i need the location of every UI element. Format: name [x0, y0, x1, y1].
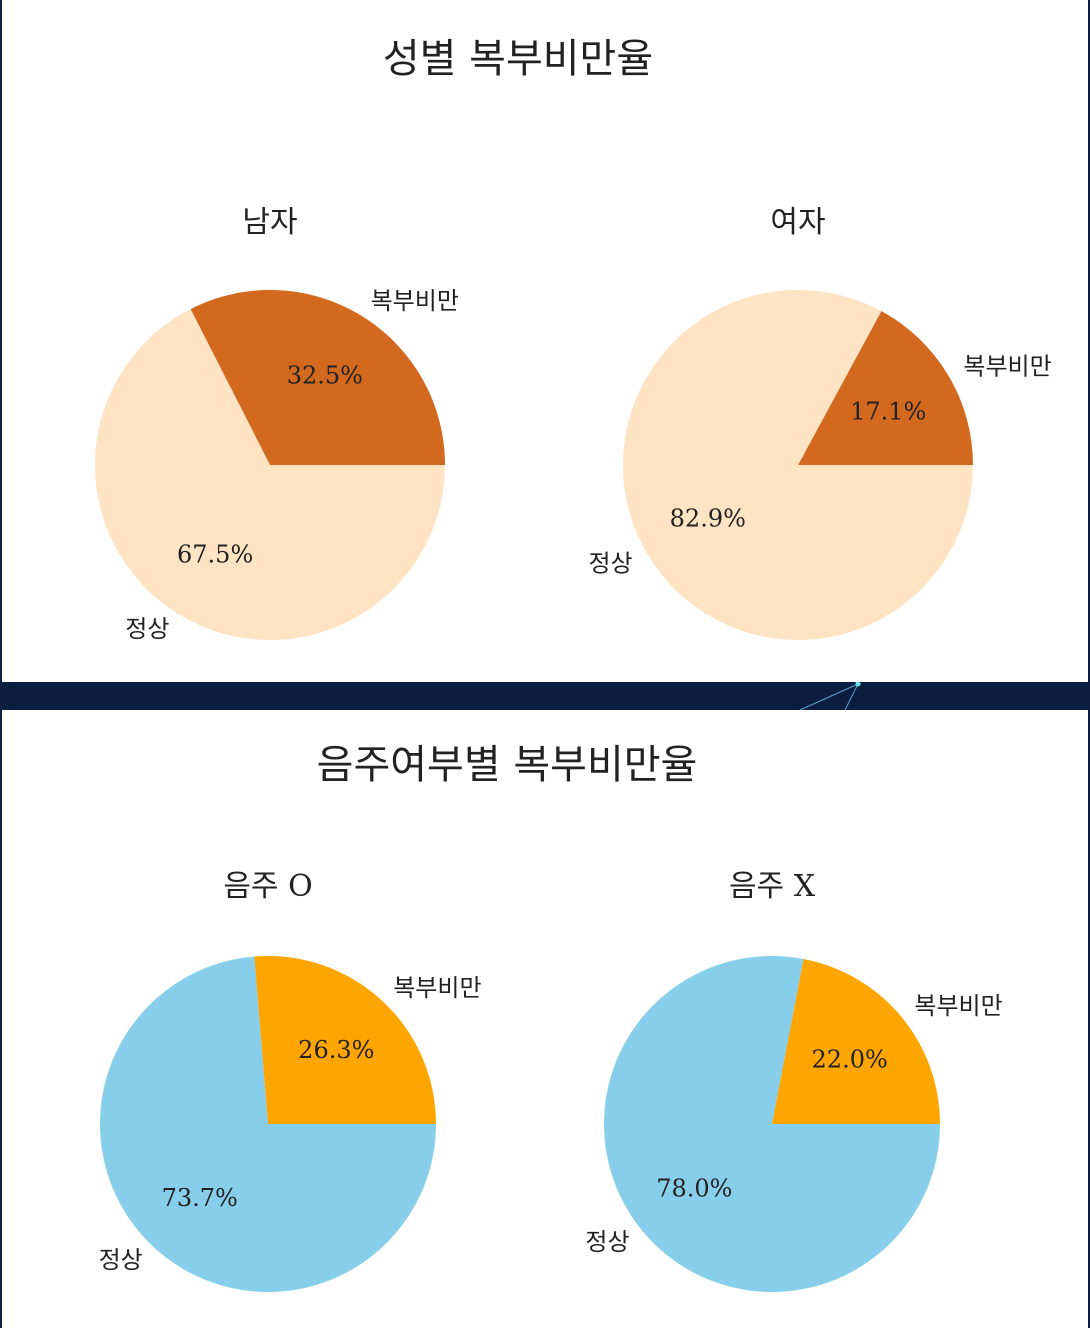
pie-category-label: 정상 — [99, 1246, 143, 1274]
chart-subtitle-female: 여자 — [770, 205, 825, 240]
pie-slice-obese — [798, 311, 973, 465]
pie-slice-obese — [190, 290, 445, 465]
decor-line — [844, 683, 859, 710]
pie-category-label: 복부비만 — [963, 352, 1051, 380]
divider-band — [799, 682, 861, 710]
chart-subtitle-drink-yes: 음주 O — [223, 869, 312, 904]
figure-gender-svg: 성별 복부비만율 남자 여자 32.5% 복부비만 67.5% 정상 17.1% 복부비… — [95, 36, 1052, 643]
pie-slice-obese — [772, 958, 940, 1124]
chart-subtitle-drink-no: 음주 X — [729, 869, 816, 904]
pie-percent-label: 17.1% — [850, 397, 926, 425]
pie-category-label: 복부비만 — [393, 974, 481, 1002]
pie-percent-label: 67.5% — [177, 541, 253, 569]
figure-title: 음주여부별 복부비만율 — [317, 742, 698, 788]
pie-slice-obese — [254, 956, 436, 1124]
figure-drinking-svg: 음주여부별 복부비만율 음주 O 음주 X 26.3% 복부비만 73.7% 정상 2… — [99, 742, 1003, 1293]
chart-subtitle-male: 남자 — [242, 205, 297, 240]
decor-line — [799, 683, 859, 710]
figure-title: 성별 복부비만율 — [383, 36, 653, 82]
pie-slice-normal — [603, 956, 940, 1292]
pie-percent-label: 22.0% — [812, 1046, 888, 1074]
figure-drinking: 음주여부별 복부비만율 음주 O 음주 X 26.3% 복부비만 73.7% 정상 2… — [2, 710, 1088, 1328]
pie-percent-label: 32.5% — [287, 361, 363, 389]
pie-chart-drink-no: 22.0% 복부비만 78.0% 정상 — [585, 956, 1003, 1292]
pie-chart-drink-yes: 26.3% 복부비만 73.7% 정상 — [99, 956, 482, 1293]
pie-percent-label: 73.7% — [162, 1184, 238, 1212]
pie-category-label: 정상 — [588, 550, 632, 578]
pie-category-label: 정상 — [125, 615, 169, 643]
pie-slice-normal — [95, 309, 446, 640]
pie-percent-label: 26.3% — [298, 1036, 374, 1064]
pie-percent-label: 82.9% — [670, 505, 746, 533]
pie-chart-female: 17.1% 복부비만 82.9% 정상 — [588, 290, 1052, 641]
pie-category-label: 복부비만 — [371, 287, 459, 315]
pie-category-label: 정상 — [585, 1228, 629, 1256]
pie-slice-normal — [623, 290, 973, 641]
pie-category-label: 복부비만 — [914, 992, 1002, 1020]
pie-percent-label: 78.0% — [656, 1174, 732, 1202]
decor-dot — [855, 682, 861, 687]
figure-gender: 성별 복부비만율 남자 여자 32.5% 복부비만 67.5% 정상 17.1% 복부비… — [2, 0, 1088, 682]
pie-chart-male: 32.5% 복부비만 67.5% 정상 — [95, 287, 459, 643]
pie-slice-normal — [100, 956, 437, 1293]
